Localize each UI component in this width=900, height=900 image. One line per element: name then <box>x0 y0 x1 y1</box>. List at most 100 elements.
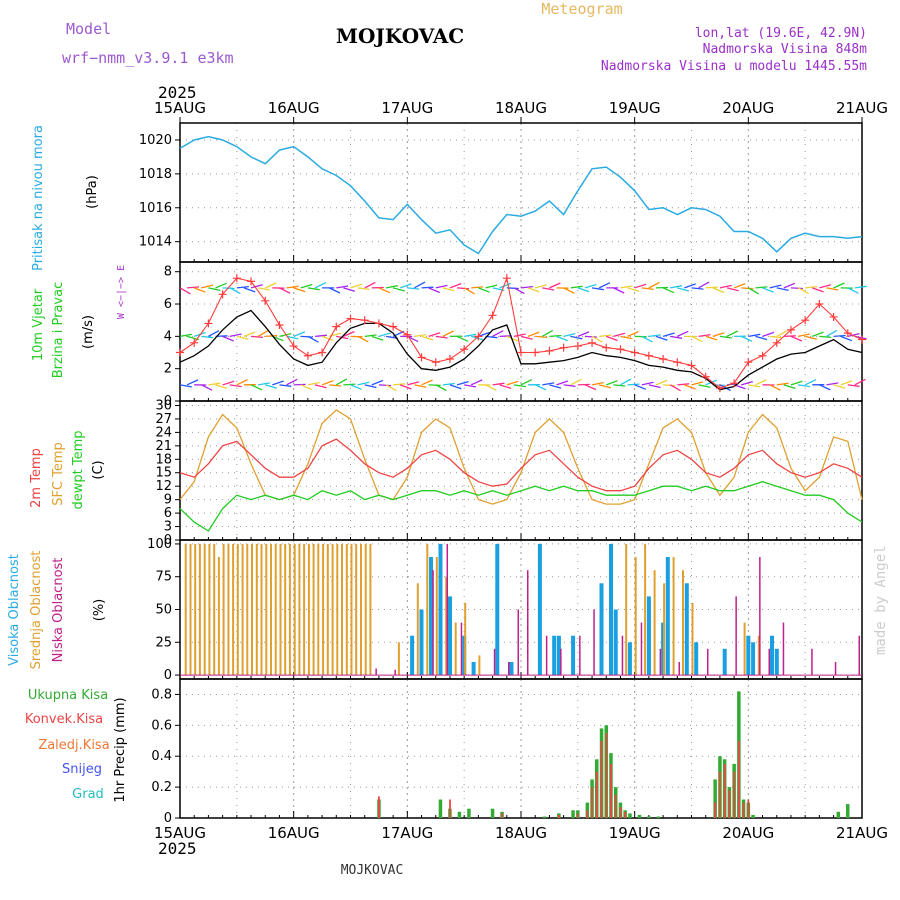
wind-barb <box>833 334 846 337</box>
wind-barb <box>769 384 781 391</box>
wind-barb <box>719 284 732 289</box>
cloud-bar-niska <box>432 570 434 676</box>
precip-conv-bar <box>728 790 731 818</box>
wind-barb <box>357 287 370 291</box>
wind-barb <box>833 384 846 389</box>
cloud-bar-srednja <box>251 543 253 675</box>
cloud-bar-visoka <box>722 648 727 675</box>
cloud-bar-niska <box>834 662 837 676</box>
wind-gust-marker <box>616 345 625 354</box>
day-label-bottom: 16AUG <box>268 824 320 842</box>
wind-gust-marker <box>417 353 426 362</box>
wind-barb <box>393 383 406 386</box>
wind-barb <box>350 384 362 390</box>
wind-barb <box>535 335 548 339</box>
wind-barb <box>243 331 256 337</box>
precip-unit: 1hr Precip (mm) <box>113 697 128 802</box>
wind-barb <box>677 287 690 292</box>
wind-barb <box>464 333 477 337</box>
cloud-bar-niska <box>659 648 662 675</box>
wind-title: 10m Vjetar <box>31 288 46 361</box>
wind-barb <box>201 284 214 289</box>
wind-barb <box>279 384 292 387</box>
cloud-bar-srednja <box>265 543 268 675</box>
wind-barb <box>485 284 498 289</box>
wind-barb <box>819 284 832 289</box>
wind-gust-marker <box>403 330 412 339</box>
wind-gust-marker <box>289 342 298 351</box>
wind-barb <box>577 287 590 293</box>
wind-barb <box>265 334 278 337</box>
cloud-bar-srednja <box>312 543 315 675</box>
wind-barb <box>222 380 235 386</box>
wind-barb <box>421 335 434 341</box>
year-top: 2025 <box>158 83 197 102</box>
cloud-bar-srednja <box>227 543 230 675</box>
wind-barb <box>492 330 504 337</box>
wind-barb <box>272 380 284 386</box>
wind-barb <box>535 284 547 289</box>
wind-barb <box>314 334 327 337</box>
precip-conv-bar <box>614 794 617 818</box>
wind-ytick-label: 0 <box>164 394 172 409</box>
wind-barb <box>812 331 824 337</box>
wind-gust-marker <box>730 379 739 388</box>
cloud-bar-srednja <box>336 543 339 675</box>
wind-barb <box>229 287 241 295</box>
cloud-bar-srednja <box>203 543 206 675</box>
wind-gust-marker <box>204 319 213 328</box>
cloud-bar-niska <box>493 648 496 675</box>
wind-barb <box>812 287 824 293</box>
wind-barb <box>719 384 731 392</box>
wind-barb <box>442 382 455 386</box>
wind-barb <box>769 284 782 289</box>
wind-barb <box>449 384 462 390</box>
wind-barb <box>598 282 611 289</box>
precip-total-bar <box>628 813 632 818</box>
wind-barb <box>826 382 839 386</box>
wind-barb <box>193 287 206 293</box>
cloud-bar-srednja <box>322 543 325 675</box>
wind-barb <box>364 384 377 389</box>
pressure-frame <box>179 122 863 263</box>
wind-barb <box>471 286 484 289</box>
cloud-bar-srednja <box>397 642 400 676</box>
wind-barb <box>698 333 711 337</box>
cloud-bar-srednja <box>284 543 287 675</box>
wind-barb <box>648 281 660 289</box>
wind-gust-marker <box>332 322 341 331</box>
wind-barb <box>542 382 555 386</box>
precip-total-bar <box>751 814 755 818</box>
cloud-bar-visoka <box>438 543 443 675</box>
wind-barb <box>307 287 320 291</box>
wind-gust-marker <box>758 351 767 360</box>
cloud-bar-srednja <box>682 570 684 676</box>
wind-barb <box>783 282 796 289</box>
cloud-bar-srednja <box>478 655 481 676</box>
precip-conv-bar <box>723 763 726 818</box>
day-label-top: 19AUG <box>609 99 661 117</box>
precip-conv-bar <box>738 740 740 818</box>
wind-barb <box>428 287 440 294</box>
wind-barb <box>662 332 675 337</box>
wind-barb <box>343 331 355 337</box>
wind-barb <box>599 334 612 337</box>
cloud-bar-srednja <box>293 543 296 675</box>
credit-label: made by Angel <box>873 545 889 655</box>
cloud-bar-srednja <box>213 543 216 675</box>
wind-barb <box>229 384 242 388</box>
wind-barb <box>414 384 427 388</box>
wind-barb <box>570 378 582 386</box>
wind-ytick-label: 2 <box>164 362 172 377</box>
wind-gust-marker <box>460 345 469 354</box>
cloud-bar-niska <box>527 570 529 676</box>
cloud-bar-visoka <box>774 648 779 675</box>
wind-barb <box>293 331 306 337</box>
wind-barb <box>201 384 213 391</box>
wind-barb <box>435 384 447 392</box>
day-label-bottom: 20AUG <box>722 824 774 842</box>
cloud-bar-srednja <box>345 543 348 675</box>
wind-barb <box>641 381 654 386</box>
cloud-bar-srednja <box>663 583 666 676</box>
cloud-bar-srednja <box>232 543 235 675</box>
